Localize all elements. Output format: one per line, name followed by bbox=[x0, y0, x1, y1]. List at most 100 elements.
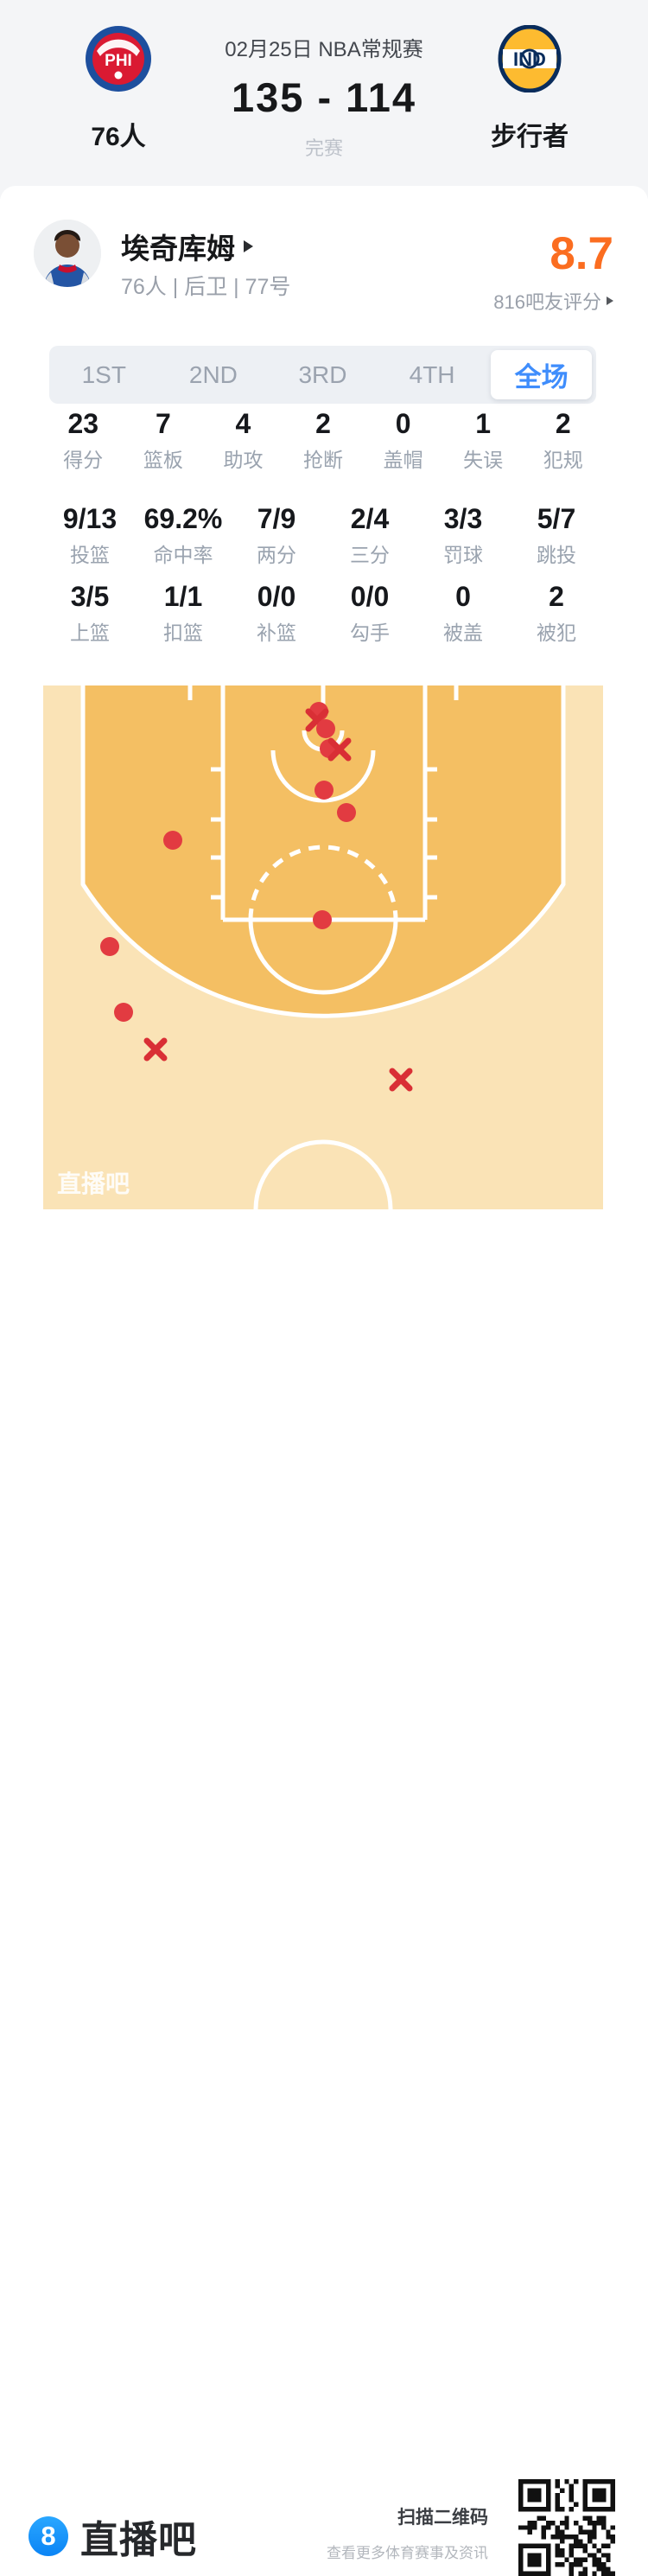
stat-value: 4 bbox=[235, 408, 251, 439]
stat-value: 0 bbox=[395, 408, 411, 439]
tab-label: 3RD bbox=[298, 360, 347, 388]
stat-value: 5/7 bbox=[537, 503, 576, 534]
stat-label: 犯规 bbox=[543, 449, 583, 471]
stat-value: 3/5 bbox=[70, 581, 110, 612]
player-meta: 76人 | 后卫 | 77号 bbox=[121, 275, 291, 299]
hoop-area-arc bbox=[270, 749, 376, 803]
stat-row-basic: 23 得分 7 篮板 4 助攻 2 抢断 0 盖帽 1 失误 2 犯规 bbox=[43, 405, 603, 473]
brand-row: 8 直播吧 bbox=[29, 2509, 197, 2564]
game-score: 135 - 114 bbox=[231, 74, 416, 120]
free-throw-circle-solid bbox=[248, 919, 398, 995]
brand-name: 直播吧 bbox=[80, 2519, 197, 2561]
stat-value: 0/0 bbox=[257, 581, 296, 612]
home-team-name: 76人 bbox=[91, 123, 146, 151]
stat-value: 7 bbox=[155, 408, 171, 439]
app-footer: 8 直播吧 扫描二维码 查看更多体育赛事及资讯 bbox=[0, 1209, 648, 2576]
svg-text:IND: IND bbox=[513, 48, 546, 70]
rating-label: 816吧友评分 bbox=[493, 291, 601, 313]
stat-cell: 1 失误 bbox=[443, 405, 524, 473]
stat-row-shooting: 9/13 投篮 69.2% 命中率 7/9 两分 2/4 三分 3/3 罚球 5/7 跳投 bbox=[43, 500, 603, 568]
game-info: 02月25日 NBA常规赛 135 - 114 完赛 bbox=[160, 0, 488, 161]
stat-cell: 5/7 跳投 bbox=[510, 500, 603, 568]
scan-info: 扫描二维码 查看更多体育赛事及资讯 bbox=[327, 2503, 488, 2562]
stat-cell: 3/3 罚球 bbox=[416, 500, 510, 568]
player-detail-arrow-icon bbox=[244, 240, 253, 252]
stat-label: 两分 bbox=[257, 544, 296, 566]
made-shot-dot bbox=[163, 831, 182, 850]
shot-marks bbox=[100, 702, 413, 1092]
away-team-name: 步行者 bbox=[491, 123, 569, 151]
player-name-row[interactable]: 埃奇库姆 bbox=[121, 226, 253, 267]
stat-cell: 9/13 投篮 bbox=[43, 500, 137, 568]
tab-全场[interactable]: 全场 bbox=[486, 346, 596, 404]
stat-value: 2 bbox=[315, 408, 331, 439]
stat-cell: 7/9 两分 bbox=[230, 500, 323, 568]
stat-label: 被犯 bbox=[537, 622, 576, 644]
scan-subtitle: 查看更多体育赛事及资讯 bbox=[327, 2545, 488, 2561]
qr-code bbox=[518, 2479, 615, 2576]
ind-team-logo-icon: IND bbox=[498, 25, 562, 92]
stat-label: 勾手 bbox=[350, 622, 390, 644]
player-avatar[interactable] bbox=[34, 220, 101, 287]
made-shot-dot bbox=[100, 937, 119, 956]
tab-3rd[interactable]: 3RD bbox=[268, 346, 378, 404]
stat-cell: 0 被盖 bbox=[416, 577, 510, 646]
stat-cell: 7 篮板 bbox=[124, 405, 204, 473]
stat-value: 1 bbox=[475, 408, 492, 439]
scan-title: 扫描二维码 bbox=[397, 2508, 488, 2528]
made-shot-dot bbox=[314, 781, 334, 800]
baseline-ticks bbox=[187, 685, 459, 700]
stat-value: 3/3 bbox=[443, 503, 483, 534]
tab-label: 4TH bbox=[409, 360, 455, 388]
home-team: PHI 76人 bbox=[49, 25, 187, 153]
missed-shot-x bbox=[389, 1068, 413, 1092]
stat-label: 上篮 bbox=[70, 622, 110, 644]
stat-value: 7/9 bbox=[257, 503, 296, 534]
rating-detail-arrow-icon bbox=[607, 296, 613, 305]
stat-cell: 23 得分 bbox=[43, 405, 124, 473]
stat-value: 69.2% bbox=[143, 503, 223, 534]
player-name: 埃奇库姆 bbox=[121, 233, 235, 265]
zhibo8-logo-icon: 8 bbox=[29, 2516, 68, 2556]
stat-cell: 4 助攻 bbox=[203, 405, 283, 473]
tab-1st[interactable]: 1ST bbox=[49, 346, 159, 404]
stat-cell: 3/5 上篮 bbox=[43, 577, 137, 646]
stat-value: 2/4 bbox=[350, 503, 390, 534]
game-status: 完赛 bbox=[304, 137, 343, 159]
stat-cell: 0/0 勾手 bbox=[323, 577, 416, 646]
tab-label: 2ND bbox=[188, 360, 238, 388]
stat-label: 补篮 bbox=[257, 622, 296, 644]
tab-4th[interactable]: 4TH bbox=[378, 346, 487, 404]
player-photo bbox=[34, 220, 101, 287]
stat-value: 0/0 bbox=[350, 581, 390, 612]
stat-label: 得分 bbox=[63, 449, 104, 471]
away-team: IND 步行者 bbox=[461, 25, 599, 153]
stat-value: 9/13 bbox=[62, 503, 118, 534]
stat-cell: 2/4 三分 bbox=[323, 500, 416, 568]
stat-label: 被盖 bbox=[443, 622, 483, 644]
missed-shot-x bbox=[327, 737, 352, 762]
half-court-circle bbox=[253, 1139, 393, 1210]
stat-label: 失误 bbox=[463, 449, 504, 471]
rating-value: 8.7 bbox=[550, 228, 613, 279]
made-shot-dot bbox=[337, 803, 356, 822]
tab-label: 全场 bbox=[491, 350, 593, 399]
watermark-text: 直播吧 bbox=[57, 1170, 130, 1197]
quarter-tabbar: 1ST 2ND 3RD 4TH 全场 bbox=[49, 346, 596, 404]
stat-label: 盖帽 bbox=[383, 449, 423, 471]
player-rating[interactable]: 8.7 816吧友评分 bbox=[493, 230, 613, 315]
shot-chart: 直播吧 bbox=[43, 685, 603, 1210]
stat-value: 0 bbox=[455, 581, 471, 612]
stat-cell: 0/0 补篮 bbox=[230, 577, 323, 646]
game-date: 02月25日 NBA常规赛 bbox=[225, 38, 423, 61]
tab-2nd[interactable]: 2ND bbox=[159, 346, 269, 404]
stat-label: 投篮 bbox=[70, 544, 110, 566]
stat-label: 罚球 bbox=[443, 544, 483, 566]
stat-label: 三分 bbox=[350, 544, 390, 566]
stat-cell: 2 犯规 bbox=[523, 405, 603, 473]
stat-label: 扣篮 bbox=[163, 622, 203, 644]
stat-cell: 1/1 扣篮 bbox=[137, 577, 230, 646]
made-shot-dot bbox=[316, 719, 335, 738]
halfcourt-diagram: 直播吧 bbox=[43, 685, 603, 1210]
stat-label: 跳投 bbox=[537, 544, 576, 566]
